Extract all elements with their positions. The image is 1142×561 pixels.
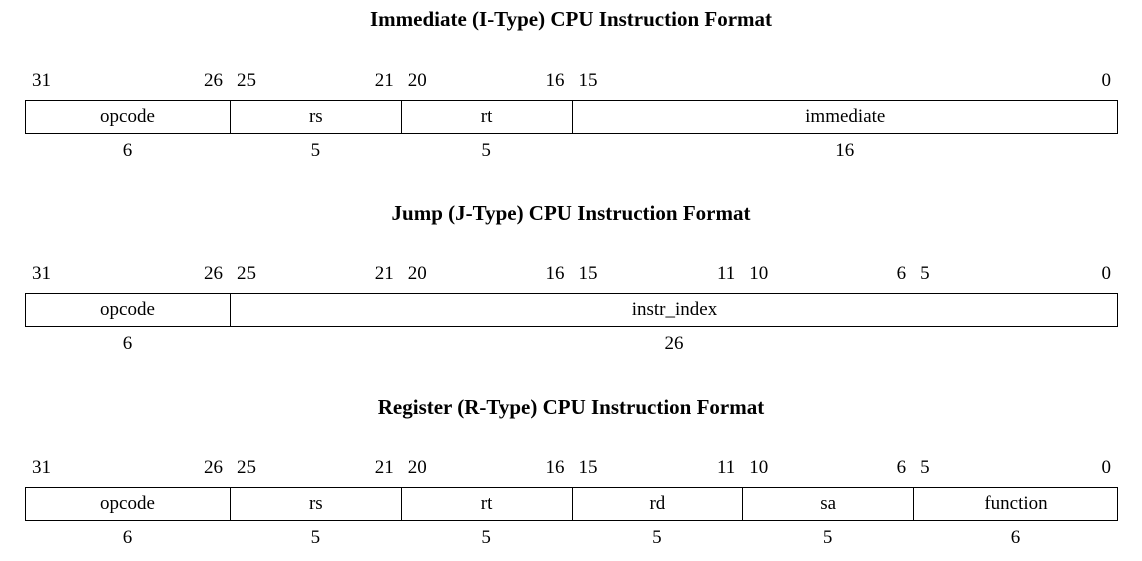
bit-number-low: 6 [896, 457, 907, 478]
bit-number-high: 31 [32, 70, 51, 91]
bit-number-boundary: 20 [407, 263, 427, 284]
field-row: opcode rs rt immediate [25, 100, 1118, 134]
field-name: rt [400, 488, 572, 520]
bit-number-boundary: 10 [749, 263, 769, 284]
format-title: Jump (J-Type) CPU Instruction Format [391, 201, 751, 225]
bit-number-high: 31 [32, 263, 51, 284]
bit-number-low: 26 [203, 457, 223, 478]
field-row: opcode rs rt rd sa function [25, 487, 1118, 521]
field-name: sa [742, 488, 913, 520]
field-width: 6 [122, 527, 133, 548]
bit-number-low: 0 [1101, 457, 1112, 478]
bit-number-high: 15 [578, 70, 598, 91]
bit-number-high: 31 [32, 457, 51, 478]
field-width: 26 [664, 333, 684, 354]
bit-number-boundary: 5 [920, 263, 930, 284]
bit-number-boundary: 6 [896, 263, 907, 284]
field-name: function [913, 488, 1118, 520]
bit-number-low: 21 [374, 70, 394, 91]
field-width: 5 [652, 527, 662, 548]
bit-number-high: 25 [236, 263, 256, 284]
field-name: rd [571, 488, 743, 520]
field-width: 6 [122, 333, 133, 354]
bit-number-high: 20 [407, 70, 427, 91]
field-width: 5 [481, 527, 491, 548]
bit-number-low: 26 [203, 263, 223, 284]
field-name: rs [229, 488, 401, 520]
bit-number-high: 25 [236, 457, 256, 478]
bit-number-high: 20 [407, 457, 427, 478]
bit-number-low: 16 [545, 457, 565, 478]
bit-number-high: 15 [578, 457, 598, 478]
bit-number-boundary: 21 [374, 263, 394, 284]
bit-number-low: 11 [716, 457, 736, 478]
field-width: 5 [310, 527, 321, 548]
bit-number-low: 0 [1101, 263, 1112, 284]
field-name: opcode [100, 299, 155, 320]
field-name: opcode [100, 493, 155, 514]
format-title: Immediate (I-Type) CPU Instruction Forma… [369, 7, 773, 31]
bit-number-boundary: 15 [578, 263, 598, 284]
bit-number-high: 10 [749, 457, 769, 478]
bit-number-low: 16 [545, 70, 565, 91]
bit-number-boundary: 11 [716, 263, 736, 284]
field-width: 5 [822, 527, 833, 548]
bit-number-boundary: 16 [545, 263, 565, 284]
field-row: opcode instr_index [25, 293, 1118, 327]
field-width: 6 [122, 140, 133, 161]
bit-number-low: 0 [1101, 70, 1112, 91]
field-width: 5 [481, 140, 491, 161]
bit-number-low: 26 [203, 70, 223, 91]
field-name: immediate [571, 101, 1119, 133]
bit-number-low: 21 [374, 457, 394, 478]
field-width: 16 [835, 140, 855, 161]
format-title: Register (R-Type) CPU Instruction Format [377, 395, 765, 419]
bit-number-high: 5 [920, 457, 930, 478]
field-name: rs [229, 101, 401, 133]
field-name: instr_index [229, 294, 1118, 326]
field-width: 5 [310, 140, 321, 161]
field-name: opcode [100, 106, 155, 127]
bit-number-high: 25 [236, 70, 256, 91]
field-width: 6 [1010, 527, 1021, 548]
field-name: rt [400, 101, 572, 133]
